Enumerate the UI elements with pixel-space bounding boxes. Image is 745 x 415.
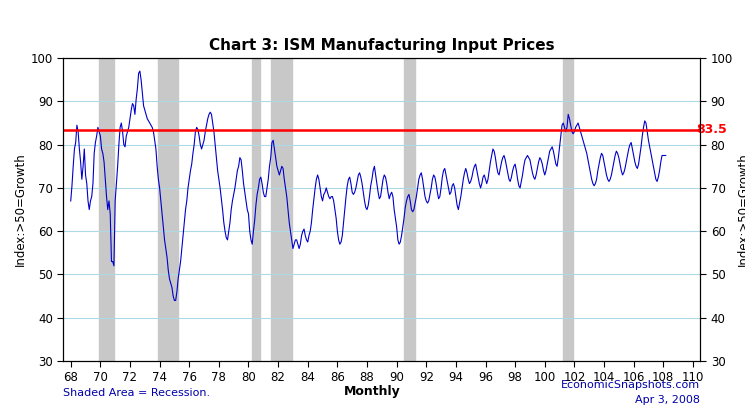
Text: 83.5: 83.5 [696,123,726,136]
Bar [563,58,573,361]
Y-axis label: Index:>50=Growth: Index:>50=Growth [737,153,745,266]
Text: Monthly: Monthly [344,386,401,398]
Bar [159,58,178,361]
Bar [404,58,415,361]
Text: Shaded Area = Recession.: Shaded Area = Recession. [63,388,210,398]
Bar [99,58,114,361]
Text: EconomicSnapshots.com: EconomicSnapshots.com [561,380,700,390]
Y-axis label: Index:>50=Growth: Index:>50=Growth [13,153,27,266]
Text: Apr 3, 2008: Apr 3, 2008 [635,395,700,405]
Bar [270,58,292,361]
Bar [253,58,259,361]
Title: Chart 3: ISM Manufacturing Input Prices: Chart 3: ISM Manufacturing Input Prices [209,38,554,53]
